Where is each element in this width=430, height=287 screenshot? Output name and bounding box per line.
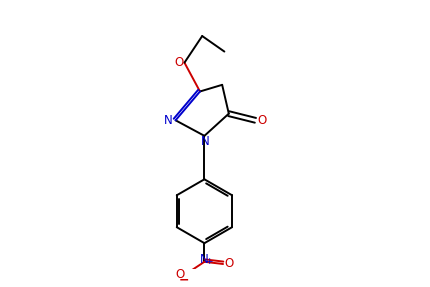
Text: N: N	[164, 114, 172, 127]
Text: N: N	[200, 253, 208, 266]
Text: −: −	[178, 273, 188, 286]
Text: +: +	[205, 257, 212, 266]
Text: O: O	[224, 257, 233, 269]
Text: O: O	[174, 56, 183, 69]
Text: N: N	[200, 135, 209, 148]
Text: O: O	[175, 268, 184, 281]
Text: O: O	[256, 114, 266, 127]
